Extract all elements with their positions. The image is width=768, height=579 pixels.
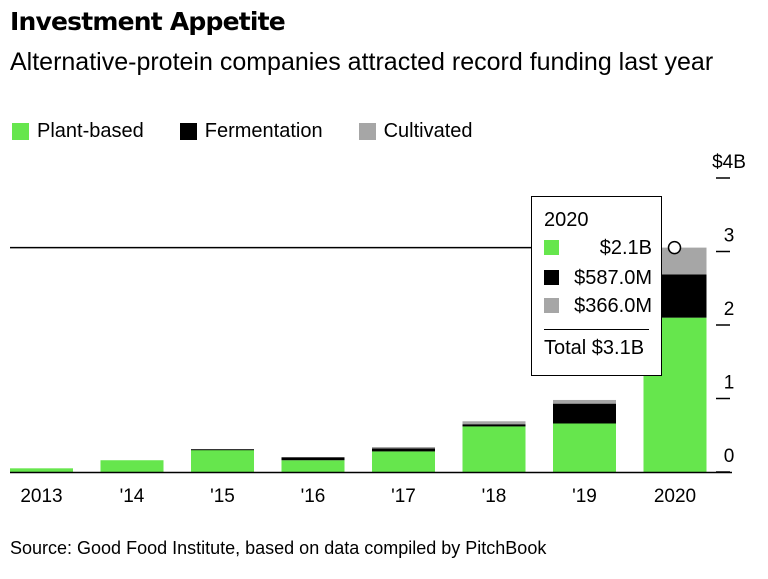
legend-swatch-plant-based — [12, 123, 29, 140]
source-note: Source: Good Food Institute, based on da… — [10, 538, 547, 558]
y-tick-label-2: 2 — [724, 299, 735, 320]
legend-item-cultivated: Cultivated — [358, 120, 473, 143]
y-tick-label-1: 1 — [724, 373, 735, 394]
bar-plant-based-6 — [553, 423, 616, 472]
bar-plant-based-2 — [191, 449, 254, 472]
bar-fermentation-2 — [191, 449, 254, 451]
tooltip-total: Total $3.1B — [544, 337, 645, 359]
legend-item-fermentation: Fermentation — [179, 120, 323, 143]
tooltip-swatch-fermentation — [544, 270, 559, 285]
bar-fermentation-6 — [553, 403, 616, 424]
x-tick-label-7: 2020 — [654, 486, 696, 507]
chart-title: Investment Appetite — [10, 7, 286, 36]
tooltip-row-fermentation: $587.0M — [544, 267, 654, 289]
y-tick-label-3: 3 — [724, 226, 735, 247]
x-tick-label-1: '14 — [120, 486, 145, 507]
tooltip-value-fermentation: $587.0M — [574, 267, 652, 289]
x-tick-label-2: '15 — [210, 486, 235, 507]
tooltip-value-cultivated: $366.0M — [574, 295, 652, 317]
y-tick-label-4: $4B — [712, 152, 746, 173]
tooltip-row-cultivated: $366.0M — [544, 295, 654, 317]
bar-cultivated-5 — [462, 421, 526, 425]
legend-label-cultivated: Cultivated — [383, 120, 473, 142]
legend-label-fermentation: Fermentation — [204, 120, 323, 142]
bar-cultivated-6 — [553, 399, 616, 404]
bar-cultivated-4 — [372, 447, 435, 449]
y-tick-label-0: 0 — [724, 446, 735, 467]
tooltip-swatch-plant-based — [544, 240, 559, 255]
bar-plant-based-5 — [462, 426, 526, 472]
tooltip-year: 2020 — [544, 209, 589, 231]
legend-label-plant-based: Plant-based — [37, 120, 144, 142]
x-tick-label-6: '19 — [572, 486, 597, 507]
x-tick-label-3: '16 — [301, 486, 326, 507]
legend-item-plant-based: Plant-based — [12, 120, 144, 143]
chart-subtitle: Alternative-protein companies attracted … — [10, 48, 714, 76]
bar-fermentation-3 — [281, 457, 345, 461]
bar-plant-based-3 — [281, 460, 345, 472]
bar-fermentation-5 — [462, 424, 526, 427]
legend-swatch-fermentation — [179, 123, 197, 140]
bar-plant-based-1 — [100, 460, 164, 472]
bar-fermentation-4 — [372, 448, 435, 452]
hover-marker — [667, 240, 682, 255]
tooltip-value-plant-based: $2.1B — [599, 237, 652, 259]
tooltip-swatch-cultivated — [544, 298, 559, 313]
x-tick-label-5: '18 — [482, 486, 507, 507]
tooltip-divider — [544, 329, 649, 330]
x-tick-label-0: 2013 — [20, 486, 62, 507]
bar-plant-based-4 — [372, 451, 435, 472]
hover-tooltip: 2020 $2.1B $587.0M $366.0M Total $3.1B — [531, 196, 662, 376]
bar-plant-based-0 — [10, 468, 73, 472]
tooltip-row-plant-based: $2.1B — [544, 237, 654, 259]
stacked-bar-chart: 2013 '14 '15 '16 '17 '18 '19 2020 0 1 2 3 $4B — [10, 152, 746, 507]
x-tick-label-4: '17 — [391, 486, 416, 507]
legend: Plant-based Fermentation Cultivated — [12, 120, 509, 143]
legend-swatch-cultivated — [358, 123, 376, 140]
